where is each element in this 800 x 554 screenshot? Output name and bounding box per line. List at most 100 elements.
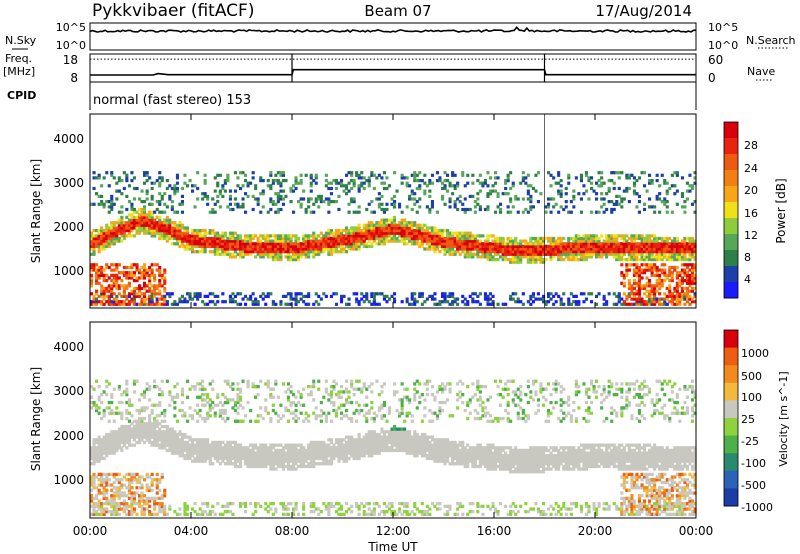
power-cell — [276, 244, 280, 248]
power-cell — [375, 236, 379, 241]
power-cell — [486, 171, 490, 175]
power-cell — [228, 231, 232, 235]
power-cell — [539, 192, 543, 196]
velocity-cell — [244, 414, 248, 418]
velocity-cell — [95, 456, 99, 461]
power-cell — [266, 252, 270, 256]
velocity-cell — [244, 504, 248, 508]
power-cell — [175, 176, 179, 180]
power-cell — [132, 279, 136, 283]
power-cell — [143, 171, 147, 175]
power-cell — [304, 207, 308, 212]
power-cell — [605, 255, 609, 259]
velocity-cell — [100, 478, 104, 482]
power-cell — [425, 242, 429, 246]
power-cell — [590, 300, 594, 304]
power-cell — [317, 247, 321, 251]
power-cell — [640, 252, 644, 256]
velocity-cell — [183, 510, 187, 514]
velocity-cell — [150, 427, 154, 431]
power-cell — [127, 271, 131, 275]
power-cell — [547, 252, 551, 256]
velocity-cell — [163, 488, 167, 492]
power-cell — [536, 244, 540, 248]
power-cell — [587, 292, 591, 296]
power-cell — [276, 194, 280, 198]
power-cell — [370, 223, 374, 227]
power-cell — [640, 239, 644, 243]
power-cell — [544, 258, 548, 262]
power-cell — [526, 258, 530, 262]
power-cell — [259, 192, 263, 196]
power-cell — [150, 271, 154, 275]
power-cell — [435, 179, 439, 183]
power-cell — [241, 244, 245, 248]
power-cell — [276, 210, 280, 214]
velocity-cell — [105, 393, 109, 397]
power-cell — [226, 250, 230, 254]
power-cell — [668, 242, 672, 246]
power-cell — [178, 234, 182, 238]
velocity-cell — [122, 390, 126, 394]
power-cell — [279, 236, 283, 241]
power-cell — [143, 229, 147, 233]
power-cell — [110, 205, 114, 209]
velocity-cell — [233, 440, 237, 445]
power-cell — [221, 194, 225, 198]
power-cell — [403, 223, 407, 227]
power-cell — [670, 258, 674, 262]
power-cell — [420, 229, 424, 233]
velocity-cell — [107, 438, 111, 442]
power-cell — [655, 279, 659, 283]
velocity-cell — [254, 462, 258, 466]
power-cell — [292, 210, 296, 214]
power-cell — [534, 247, 538, 251]
frequency-left-tick-top: 18 — [63, 53, 78, 67]
velocity-cell — [95, 510, 99, 514]
power-cell — [635, 284, 639, 288]
power-cell — [92, 302, 96, 306]
power-cell — [473, 244, 477, 248]
power-cell — [499, 239, 503, 243]
power-cell — [501, 244, 505, 248]
velocity-cell — [145, 430, 149, 434]
power-cell — [650, 268, 654, 272]
velocity-cell — [117, 478, 121, 482]
velocity-cell — [97, 395, 101, 399]
velocity-cell — [95, 403, 99, 407]
velocity-cell — [158, 496, 162, 500]
power-cell — [660, 258, 664, 262]
power-cell — [281, 189, 285, 193]
power-cell — [615, 294, 619, 298]
power-cell — [135, 186, 139, 191]
power-cell — [350, 236, 354, 241]
power-cell — [398, 239, 402, 243]
velocity-cell — [264, 462, 268, 466]
power-cell — [451, 302, 455, 306]
power-cell — [572, 239, 576, 243]
velocity-cell — [122, 443, 126, 447]
power-cell — [143, 297, 147, 301]
power-cell — [501, 239, 505, 243]
power-cell — [233, 294, 237, 298]
power-cell — [173, 302, 177, 306]
power-cell — [350, 197, 354, 201]
power-cell — [183, 236, 187, 241]
velocity-cell — [140, 430, 144, 434]
velocity-cell — [191, 454, 195, 458]
power-cell — [213, 252, 217, 256]
power-cell — [542, 252, 546, 256]
power-cell — [385, 176, 389, 180]
power-cell — [693, 281, 697, 285]
velocity-cell — [95, 494, 99, 498]
power-cell — [579, 250, 583, 254]
velocity-cell — [145, 502, 149, 506]
velocity-cell — [196, 448, 200, 453]
power-cell — [191, 189, 195, 193]
power-yticks: 1000 2000 3000 4000 — [53, 132, 84, 278]
power-cell — [211, 236, 215, 241]
power-cell — [665, 242, 669, 246]
velocity-cell — [254, 443, 258, 447]
velocity-cell — [160, 510, 164, 514]
power-cell — [562, 292, 566, 296]
